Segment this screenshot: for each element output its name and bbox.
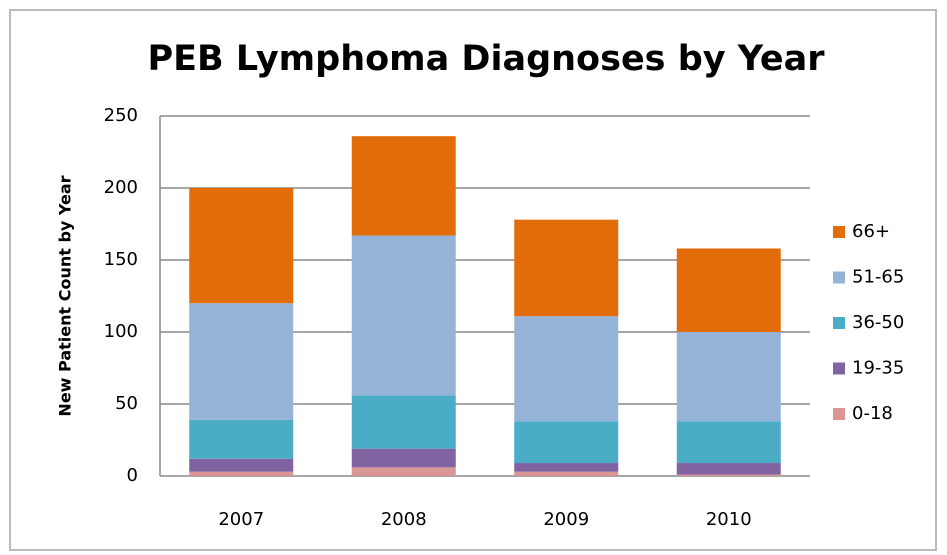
bar-segment [676,332,781,422]
bar-segment [351,448,456,468]
chart-title: PEB Lymphoma Diagnoses by Year [148,39,826,79]
x-tick-label: 2009 [543,509,589,530]
y-axis-label: New Patient Count by Year [56,175,75,416]
bar-segment [514,463,619,472]
bar-segment [189,471,294,476]
bar-segment [189,303,294,420]
legend-label: 19-35 [852,358,904,379]
bar-segment [514,471,619,476]
bar-segment [189,188,294,304]
x-tick-label: 2010 [706,509,752,530]
legend-swatch [833,226,845,238]
legend-swatch [833,271,845,284]
bar-segment [351,395,456,449]
y-tick-label: 200 [104,177,138,198]
bar-segment [514,421,619,464]
bar-segment [351,136,456,236]
legend-label: 66+ [852,221,890,242]
bar-segment [676,474,781,476]
legend-label: 36-50 [852,312,904,333]
bar-segment [514,316,619,422]
y-tick-label: 0 [127,465,138,486]
bar-segment [189,458,294,472]
legend-label: 0-18 [852,403,893,424]
y-tick-label: 250 [104,105,138,126]
legend-swatch [833,408,845,420]
bar-segment [351,235,456,396]
x-tick-label: 2007 [218,509,264,530]
legend-label: 51-65 [852,267,904,288]
legend-swatch [833,362,845,375]
chart-border [9,9,937,551]
bar-segment [676,248,781,332]
bar-segment [676,463,781,475]
bar-segment [514,219,619,317]
y-tick-label: 150 [104,249,138,270]
y-tick-label: 50 [115,393,138,414]
legend-swatch [833,317,845,329]
bar-segment [189,419,294,459]
y-tick-label: 100 [104,321,138,342]
x-tick-label: 2008 [381,509,427,530]
bar-segment [351,467,456,476]
bar-segment [676,421,781,464]
